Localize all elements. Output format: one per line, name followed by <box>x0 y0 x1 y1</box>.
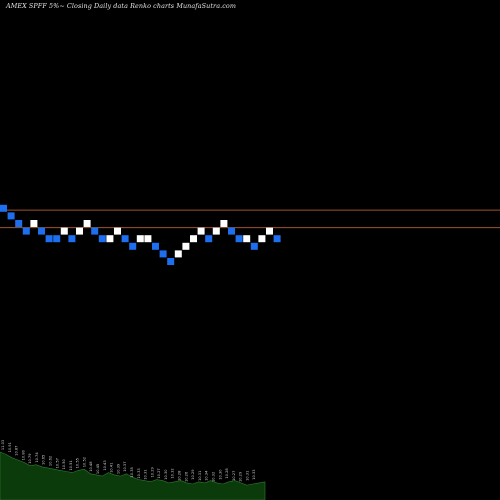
renko-brick <box>190 235 197 243</box>
volume-label: 10.32 <box>211 472 215 482</box>
renko-brick <box>98 235 106 243</box>
chart-title: AMEX SPFF 5%~ Closing Daily data Renko c… <box>6 2 237 10</box>
volume-label: 10.62 <box>49 456 53 466</box>
renko-brick <box>235 235 243 243</box>
volume-label: 10.55 <box>76 458 80 468</box>
volume-label: 10.33 <box>252 469 256 479</box>
renko-brick <box>68 235 76 243</box>
volume-label: 10.28 <box>225 468 229 479</box>
renko-brick <box>38 227 45 235</box>
renko-brick <box>144 235 152 243</box>
volume-label: 10.41 <box>110 463 114 473</box>
renko-brick <box>30 220 38 227</box>
volume-label: 10.28 <box>178 470 182 481</box>
volume-label: 10.79 <box>28 453 32 464</box>
reference-lines <box>0 209 500 229</box>
renko-brick <box>121 235 129 243</box>
renko-brick <box>205 235 213 243</box>
renko-brick <box>0 204 7 212</box>
renko-brick <box>15 220 23 227</box>
renko-brick <box>159 250 167 258</box>
volume-label: 10.27 <box>157 468 161 478</box>
volume-label: 10.57 <box>55 458 59 468</box>
renko-bricks <box>0 204 281 265</box>
renko-brick <box>7 212 15 220</box>
volume-label: 10.51 <box>69 460 73 470</box>
volume-label: 10.31 <box>144 469 148 479</box>
volume-label: 10.65 <box>42 455 46 465</box>
volume-label: 10.91 <box>8 442 12 452</box>
volume-label: 10.37 <box>123 461 127 471</box>
renko-brick <box>174 250 182 258</box>
volume-label: 10.29 <box>239 471 243 482</box>
volume-label: 10.26 <box>184 471 188 482</box>
renko-brick <box>114 227 121 235</box>
renko-brick <box>182 242 190 250</box>
renko-brick <box>53 235 61 243</box>
volume-label: 10.29 <box>150 466 154 477</box>
renko-brick <box>129 242 137 250</box>
renko-brick <box>167 258 175 265</box>
volume-label: 10.31 <box>198 471 202 481</box>
renko-brick <box>266 227 273 235</box>
volume-label: 10.45 <box>96 464 100 474</box>
renko-brick <box>76 227 83 235</box>
renko-brick <box>91 227 99 235</box>
volume-label: 11.03 <box>1 440 5 450</box>
volume-area-path <box>0 451 266 500</box>
volume-label: 10.48 <box>89 461 93 472</box>
renko-brick <box>273 235 281 243</box>
volume-label: 10.30 <box>164 469 168 480</box>
renko-brick <box>106 235 114 243</box>
volume-label: 10.30 <box>218 469 222 480</box>
renko-brick <box>228 227 235 235</box>
volume-labels: 11.03 10.91 10.87 10.80 10.79 10.74 10.65 10.62… <box>1 440 256 482</box>
volume-label: 10.29 <box>191 469 195 480</box>
volume-label: 10.27 <box>232 471 236 481</box>
volume-label: 10.33 <box>137 468 141 478</box>
volume-label: 10.43 <box>103 460 107 470</box>
renko-brick <box>152 242 159 250</box>
renko-brick <box>197 227 205 235</box>
renko-brick <box>258 235 266 243</box>
volume-label: 10.52 <box>82 457 86 467</box>
renko-brick <box>136 235 144 243</box>
volume-label: 10.32 <box>171 468 175 478</box>
volume-label: 10.35 <box>130 467 134 477</box>
renko-brick <box>60 227 68 235</box>
volume-label: 10.34 <box>205 470 209 481</box>
renko-brick <box>45 235 53 243</box>
volume-label: 10.39 <box>116 463 120 474</box>
volume-label: 10.31 <box>245 471 249 481</box>
renko-brick <box>243 235 251 243</box>
renko-brick <box>250 242 258 250</box>
volume-label: 10.74 <box>35 452 39 463</box>
volume-area <box>0 451 266 500</box>
volume-label: 10.87 <box>15 446 19 456</box>
renko-brick <box>212 227 220 235</box>
renko-brick <box>22 227 30 235</box>
volume-label: 10.80 <box>21 449 25 460</box>
renko-brick <box>83 220 91 227</box>
volume-label: 10.50 <box>62 458 66 469</box>
renko-brick <box>220 220 228 227</box>
